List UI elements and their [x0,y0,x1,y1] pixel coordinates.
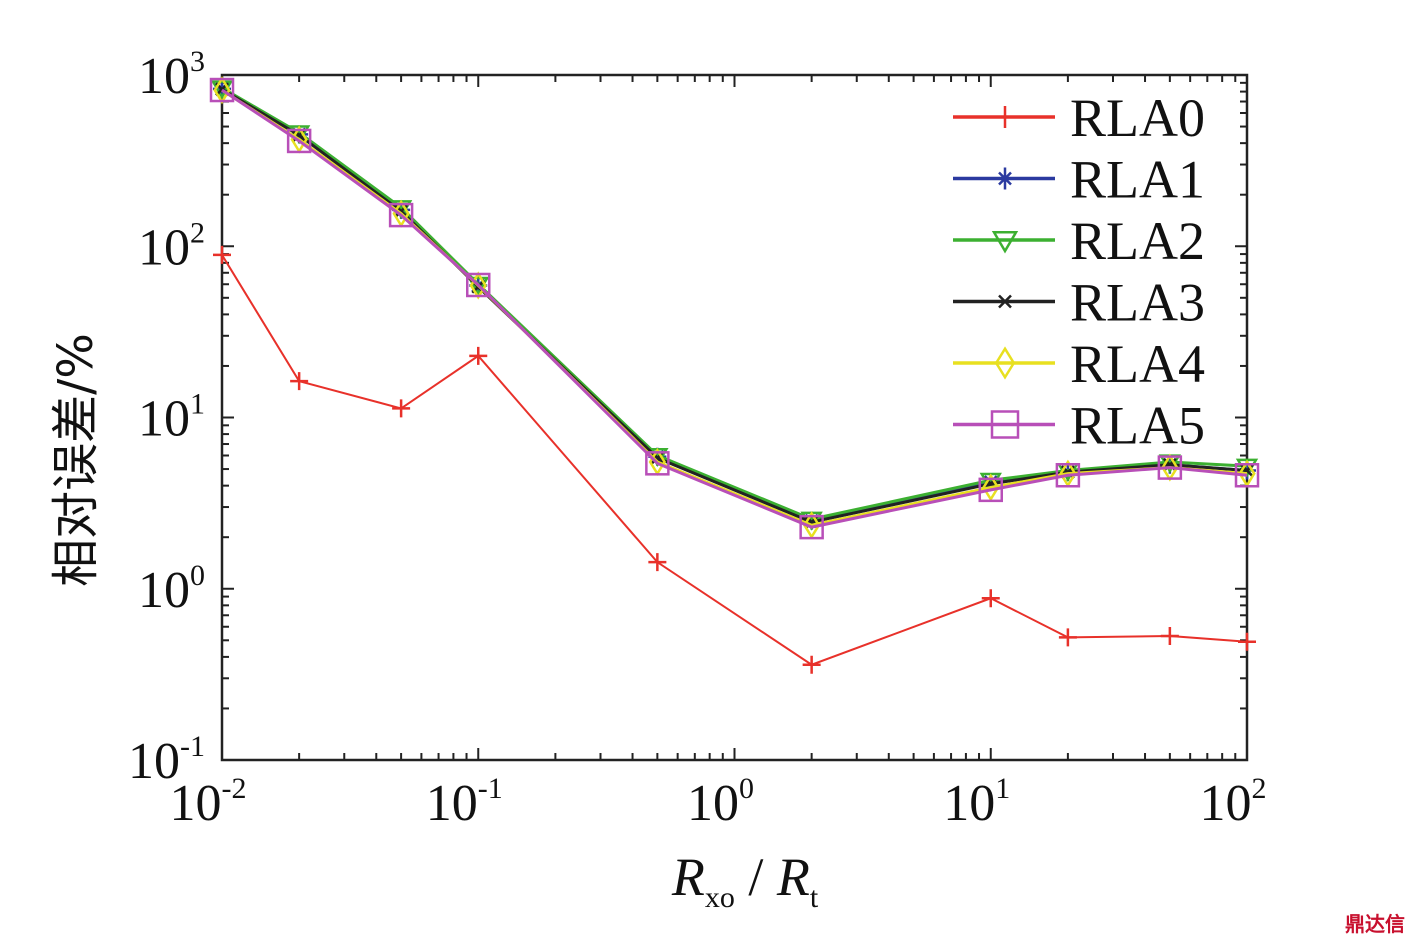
y-tick-exp: 0 [190,559,205,592]
y-tick-label: 103 [138,45,205,105]
x-tick-exp: 2 [1252,772,1267,805]
legend-item-rla4: RLA4 [953,334,1205,394]
square-marker [286,128,312,154]
legend-item-rla2: RLA2 [953,211,1205,271]
diamond-marker [994,346,1016,380]
y-tick-base: 10 [128,733,180,790]
legend-item-rla0: RLA0 [953,88,1205,148]
series-rla3 [215,82,1254,529]
legend-label: RLA5 [1070,396,1205,456]
square-marker [1055,463,1081,488]
x-tick-label: 100 [687,772,754,832]
square-marker [1234,463,1260,488]
plus-marker [290,372,309,391]
plus-marker [994,106,1016,128]
y-tick-label: 101 [138,388,205,448]
y-tick-base: 10 [138,219,190,276]
series-rla0 [213,245,1256,674]
star-marker [981,473,1000,492]
plus-marker [1238,632,1256,651]
legend-label: RLA0 [1070,88,1205,148]
watermark-logo: 鼎达信 [1345,912,1405,936]
x-tick-exp: -1 [478,772,503,805]
series-line [221,88,1248,529]
x-tick-base: 10 [426,775,478,832]
plus-marker [469,346,488,365]
x-tick-label: 10-2 [170,772,247,832]
legend-label: RLA4 [1070,334,1205,394]
star-marker [994,167,1016,190]
legend-item-rla3: RLA3 [953,273,1205,333]
legend-label: RLA2 [1070,211,1205,271]
y-tick-exp: 1 [190,388,205,421]
plus-marker [648,553,667,572]
series-line [221,88,1248,524]
x-marker [998,294,1012,309]
series-group [209,76,1260,674]
legend-item-rla1: RLA1 [953,150,1205,210]
square-marker [209,77,235,103]
square-marker [978,477,1003,503]
triangle-marker [467,276,490,296]
y-tick-exp: 2 [190,216,205,249]
legend-label: RLA3 [1070,273,1205,333]
y-axis-label: 相对误差/% [48,333,104,587]
x-tick-exp: 1 [995,772,1010,805]
square-marker [799,514,824,540]
y-tick-label: 100 [138,559,205,619]
y-tick-base: 10 [138,48,190,105]
plus-marker [802,655,821,674]
plus-marker [1058,628,1077,647]
x-tick-label: 101 [943,772,1010,832]
x-tick-exp: 0 [739,772,754,805]
plus-marker [981,589,1000,608]
series-line [221,86,1248,521]
x-tick-label: 10-1 [426,772,503,832]
triangle-marker [991,231,1019,254]
diamond-marker [982,473,1000,502]
x-tick-exp: -2 [222,772,247,805]
y-tick-label: 10-1 [128,730,205,790]
plus-marker [1160,626,1179,645]
y-tick-base: 10 [138,562,190,619]
x-tick-label: 102 [1200,772,1267,832]
x-axis-label: Rxo / Rt [671,847,819,914]
x-label-sub2: t [810,881,819,914]
plus-marker [392,399,411,418]
x-tick-base: 10 [687,775,739,832]
triangle-marker [210,80,234,100]
square-marker [388,202,414,228]
square-marker [1157,455,1183,480]
y-tick-label: 102 [138,216,205,276]
x-label-sub1: xo [705,881,735,914]
square-marker [990,410,1020,439]
plus-marker [213,245,231,264]
square-marker [645,451,670,476]
x-tick-base: 10 [170,775,222,832]
y-tick-exp: -1 [180,730,205,763]
series-line [221,254,1248,666]
x-label-r1: R [671,847,705,907]
x-label-r2: R [776,847,810,907]
square-marker [466,272,491,298]
x-tick-base: 10 [943,775,995,832]
legend-item-rla5: RLA5 [953,396,1205,456]
legend-label: RLA1 [1070,150,1205,210]
x-label-sep: / [735,847,777,907]
y-tick-exp: 3 [190,45,205,78]
series-rla5 [209,77,1260,540]
y-tick-base: 10 [138,391,190,448]
x-tick-base: 10 [1200,775,1252,832]
